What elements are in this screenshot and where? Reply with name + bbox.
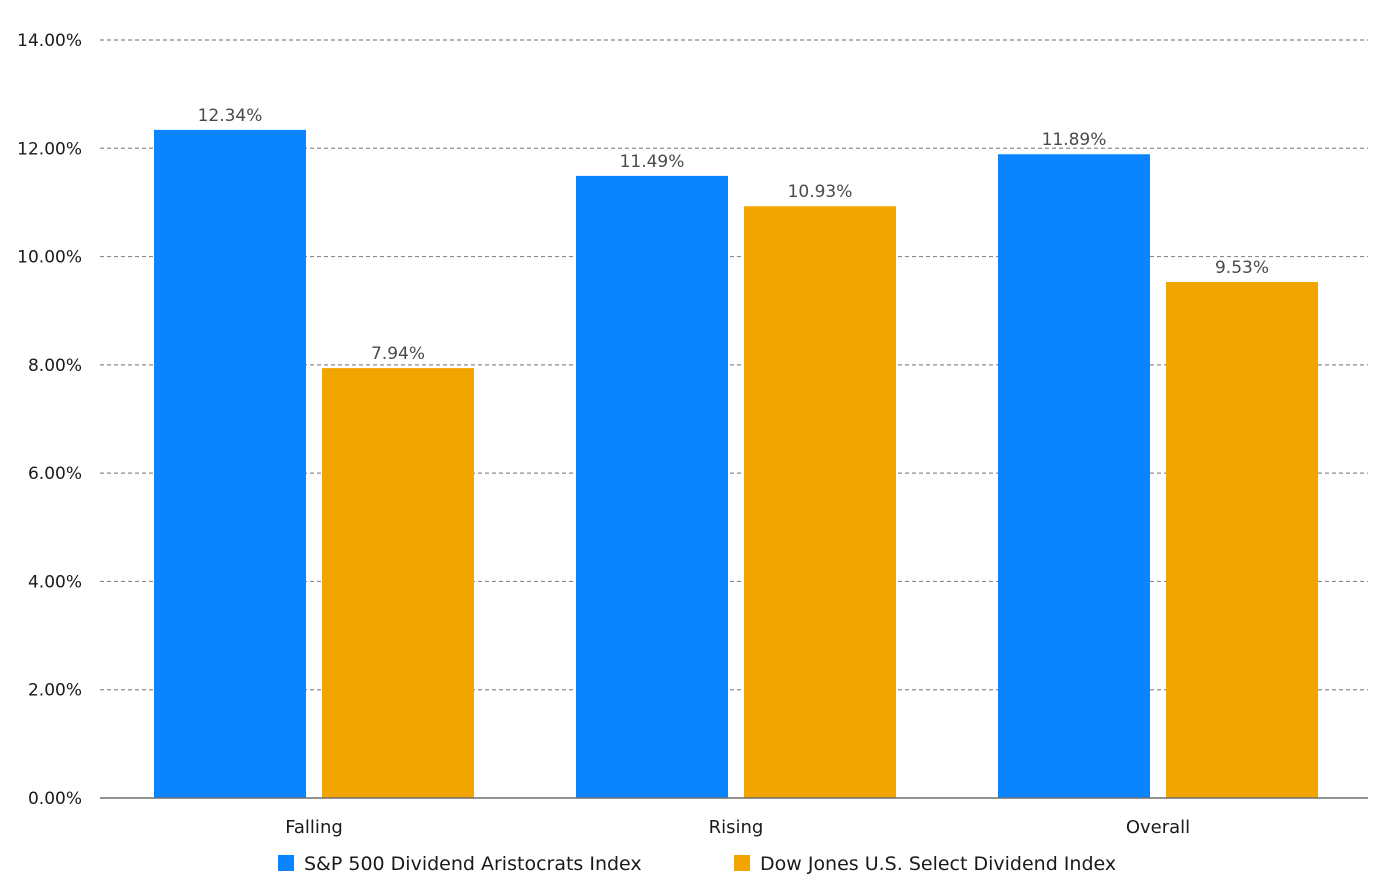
bar — [744, 206, 896, 798]
data-label: 10.93% — [788, 182, 853, 202]
bar — [154, 129, 306, 798]
y-tick-label: 4.00% — [28, 572, 82, 592]
legend-label: S&P 500 Dividend Aristocrats Index — [304, 853, 642, 875]
y-tick-label: 6.00% — [28, 464, 82, 484]
x-category-label: Overall — [1126, 817, 1190, 838]
bars — [154, 129, 1318, 799]
data-label: 11.49% — [620, 152, 685, 172]
data-label: 7.94% — [371, 344, 425, 364]
x-category-label: Rising — [709, 817, 764, 838]
x-category-label: Falling — [285, 817, 343, 838]
y-tick-label: 0.00% — [28, 789, 82, 809]
legend-label: Dow Jones U.S. Select Dividend Index — [760, 853, 1116, 875]
gridlines — [100, 39, 1368, 691]
y-tick-label: 12.00% — [17, 139, 82, 159]
bar — [576, 175, 728, 799]
bar — [998, 154, 1150, 798]
y-tick-label: 14.00% — [17, 31, 82, 51]
bar — [322, 368, 474, 798]
y-tick-label: 8.00% — [28, 356, 82, 376]
bar — [1166, 282, 1318, 799]
data-label: 9.53% — [1215, 258, 1269, 278]
y-tick-label: 2.00% — [28, 681, 82, 701]
data-label: 11.89% — [1042, 130, 1107, 150]
legend-swatch — [734, 855, 750, 871]
legend-swatch — [278, 855, 294, 871]
y-tick-label: 10.00% — [17, 248, 82, 268]
data-labels: 12.34% 7.94% 11.49% 10.93% 11.89% 9.53% — [198, 106, 1269, 364]
y-axis-ticks: 0.00% 2.00% 4.00% 6.00% 8.00% 10.00% 12.00% 14.… — [17, 31, 82, 809]
x-axis-categories: Falling Rising Overall — [285, 817, 1190, 838]
legend: S&P 500 Dividend Aristocrats Index Dow Jo… — [278, 853, 1116, 875]
data-label: 12.34% — [198, 106, 263, 126]
